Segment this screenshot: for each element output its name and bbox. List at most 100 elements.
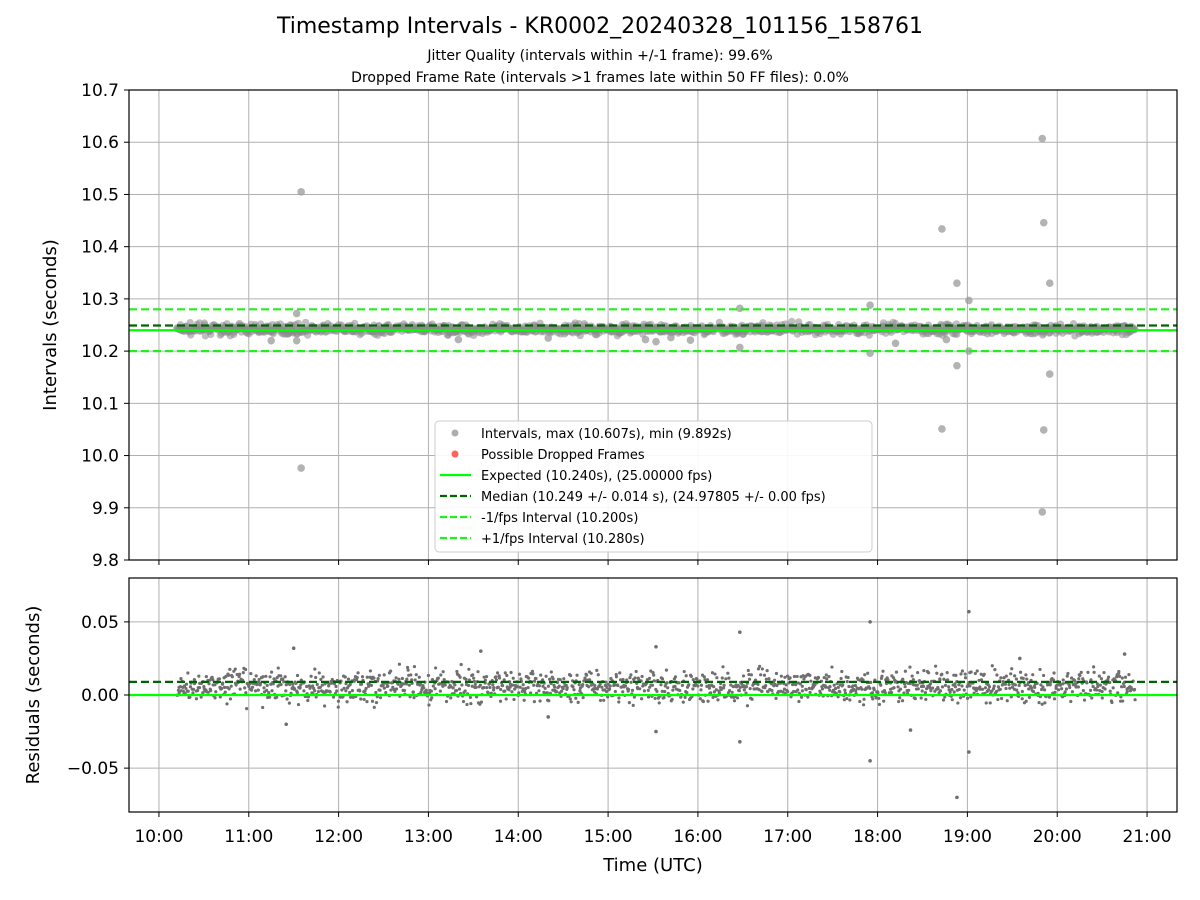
residual-point [520,689,524,694]
residual-point [756,667,761,671]
residual-point [987,685,992,689]
resid-ytick-label: 0.05 [81,613,119,633]
residual-point [476,670,480,674]
interval-point [302,318,310,326]
residual-point [931,686,935,690]
residual-point [696,684,700,688]
residual-point [649,669,653,673]
residual-point [717,691,722,695]
residual-point [638,687,642,691]
residual-point [898,687,903,691]
interval-outlier-point [686,336,695,344]
residual-point [356,671,360,675]
residual-point [384,690,388,695]
residual-point [350,689,355,693]
residual-point [378,696,383,700]
residual-point [941,698,946,702]
residual-point [687,683,691,687]
residual-point [482,675,486,679]
interval-point [186,318,194,327]
interval-outlier-point [292,336,301,345]
residual-point [983,686,987,690]
residual-point [1029,686,1034,690]
residual-point [683,695,687,699]
residual-point [419,690,423,695]
residual-point [562,677,566,681]
interval-outlier-point [641,335,650,344]
residual-point [362,697,366,702]
xtick-label: 20:00 [1033,827,1082,847]
residual-point [454,688,459,693]
residual-point [315,682,319,687]
residual-point [1068,685,1072,690]
residual-point [1120,685,1124,689]
residual-point [243,686,247,690]
residual-point [1023,683,1027,688]
residual-point [457,687,462,691]
residual-point [228,697,233,701]
residual-point [298,686,302,690]
residual-point [492,686,496,690]
residual-point [449,696,453,700]
residual-outlier-point [908,728,913,732]
residual-point [839,676,843,681]
residual-point [294,681,298,686]
residual-point [1099,677,1104,681]
residual-point [1004,674,1008,678]
residual-point [376,677,380,681]
residual-point [1122,684,1126,689]
residual-point [478,683,482,687]
residual-point [524,687,528,691]
residual-point [313,689,317,693]
residual-point [574,696,578,700]
residual-point [224,674,228,678]
residual-point [774,696,778,701]
residual-point [191,691,195,695]
residual-point [194,697,199,701]
residual-point [1098,683,1102,687]
residual-point [1074,685,1078,689]
residual-point [250,688,254,692]
residual-point [443,683,447,687]
residual-point [797,699,801,704]
residual-point [996,685,1001,689]
residual-point [1039,687,1044,692]
residual-point [250,685,255,689]
residual-point [332,682,337,686]
residual-point [244,691,248,695]
residual-point [705,678,710,682]
residual-point [953,685,958,689]
residual-point [691,678,695,682]
residual-point [533,679,537,683]
residual-point [1024,673,1028,677]
legend-box [434,420,873,553]
residual-point [762,673,767,677]
residual-point [1027,687,1031,691]
residual-point [726,671,730,675]
residual-point [191,687,196,691]
residual-point [410,678,414,682]
residual-point [413,678,417,682]
residual-point [719,687,723,692]
residual-point [969,670,973,674]
legend-label: -1/fps Interval (10.200s) [481,511,638,526]
xtick-label: 11:00 [224,827,273,847]
residual-point [233,667,237,671]
residual-point [707,684,711,688]
residual-point [828,685,832,689]
residual-point [799,695,804,699]
residual-point [426,673,430,678]
interval-outlier-point [1039,218,1048,227]
residual-point [650,683,654,687]
residual-point [975,669,979,673]
interval-outlier-point [292,309,301,318]
residual-point [318,685,322,690]
residual-point [1003,682,1008,686]
residual-point [647,676,652,680]
residual-outlier-point [291,646,296,650]
residual-point [604,680,608,684]
residual-point [589,671,593,675]
residual-point [1048,683,1052,687]
residual-point [766,689,770,694]
residual-point [1088,688,1093,692]
